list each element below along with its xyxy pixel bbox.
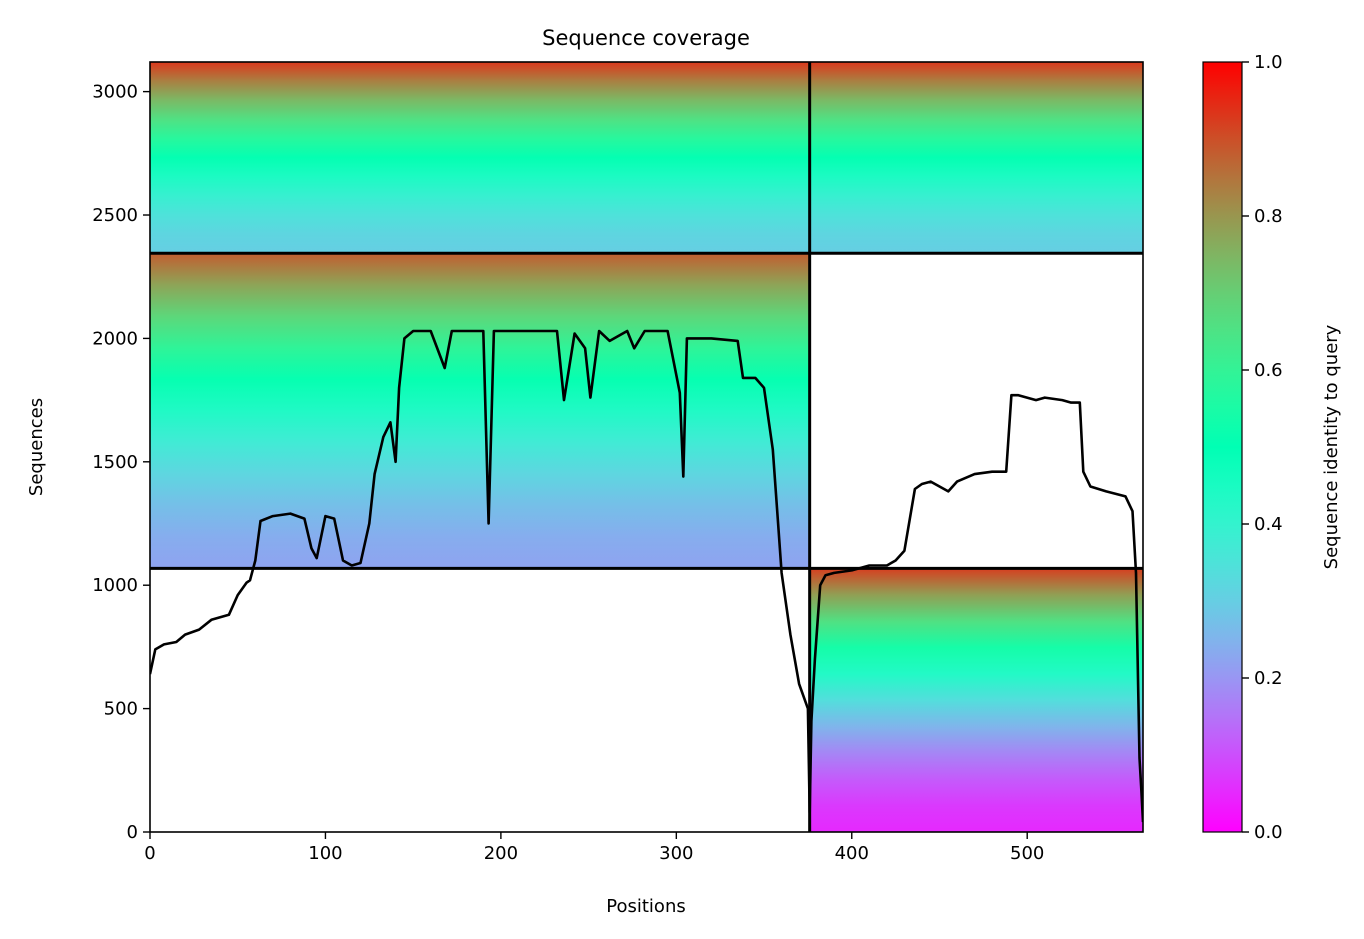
colorbar-tick-label: 0.0: [1254, 822, 1283, 843]
x-tick-label: 100: [308, 843, 342, 864]
y-tick-label: 2000: [92, 328, 138, 349]
x-tick-label: 400: [835, 843, 869, 864]
y-axis-label: Sequences: [26, 398, 47, 496]
x-tick-label: 200: [484, 843, 518, 864]
x-axis-label: Positions: [606, 896, 685, 917]
x-tick-label: 0: [144, 843, 155, 864]
colorbar-label: Sequence identity to query: [1321, 324, 1342, 569]
sequence-coverage-figure: Sequence coverage 0 100 200 300 400 500 0 500 1…: [0, 0, 1364, 939]
x-tick-label: 300: [659, 843, 693, 864]
y-tick-label: 0: [127, 822, 138, 843]
x-tick-label: 500: [1010, 843, 1044, 864]
colorbar-tick-label: 0.6: [1254, 360, 1283, 381]
colorbar-tick-label: 1.0: [1254, 52, 1283, 73]
chart-canvas: Sequence coverage 0 100 200 300 400 500 0 500 1…: [0, 0, 1364, 939]
colorbar: 0.0 0.2 0.4 0.6 0.8 1.0 Sequence identity to …: [1203, 52, 1342, 843]
chart-title: Sequence coverage: [542, 26, 750, 50]
colorbar-tick-label: 0.8: [1254, 206, 1283, 227]
x-axis: 0 100 200 300 400 500: [144, 832, 1044, 864]
coverage-block: [150, 62, 1143, 253]
colorbar-tick-label: 0.4: [1254, 514, 1283, 535]
y-tick-label: 3000: [92, 82, 138, 103]
y-tick-label: 500: [104, 699, 138, 720]
coverage-block: [150, 253, 810, 568]
y-tick-label: 1500: [92, 452, 138, 473]
y-axis: 0 500 1000 1500 2000 2500 3000: [92, 82, 150, 843]
y-tick-label: 1000: [92, 575, 138, 596]
plot-area: [150, 62, 1143, 832]
coverage-block: [810, 568, 1143, 832]
y-tick-label: 2500: [92, 205, 138, 226]
colorbar-ticks: 0.0 0.2 0.4 0.6 0.8 1.0: [1242, 52, 1283, 843]
colorbar-tick-label: 0.2: [1254, 668, 1283, 689]
colorbar-gradient: [1203, 62, 1242, 832]
